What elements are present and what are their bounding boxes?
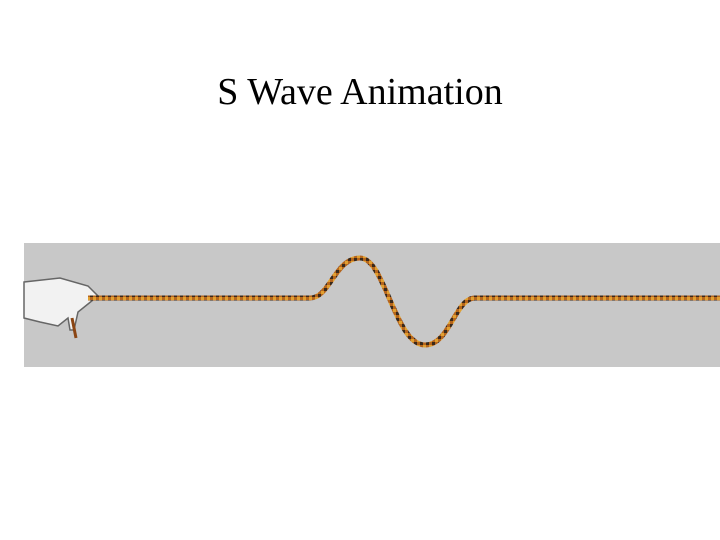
rope-end bbox=[70, 317, 78, 339]
rope-wave bbox=[88, 255, 720, 348]
slide-title: S Wave Animation bbox=[217, 71, 503, 113]
